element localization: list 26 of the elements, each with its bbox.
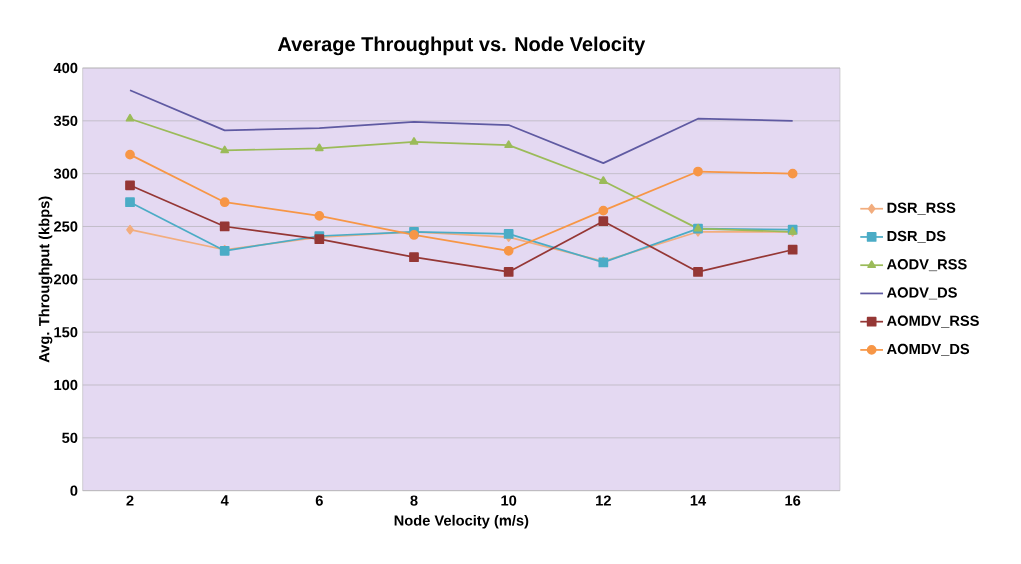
legend-label: DSR_RSS	[887, 202, 956, 215]
legend-label: DSR_DS	[887, 230, 946, 243]
y-tick-label: 100	[54, 379, 78, 391]
y-tick-label: 350	[53, 115, 78, 127]
x-tick-label: 6	[315, 495, 323, 506]
legend-label: AODV_DS	[886, 287, 957, 300]
y-tick-label: 200	[54, 274, 78, 285]
x-tick-label: 10	[501, 495, 517, 506]
x-tick-label: 2	[126, 495, 134, 506]
y-axis-title: Avg. Throughput (kbps)	[38, 196, 53, 363]
x-tick-label: 12	[596, 495, 611, 506]
x-tick-label: 8	[410, 495, 418, 506]
chart-title: Average Throughput vs. Node Velocity	[277, 36, 646, 56]
y-tick-label: 50	[62, 432, 78, 444]
y-tick-label: 300	[53, 168, 78, 179]
legend-label: AOMDV_RSS	[886, 315, 979, 328]
y-tick-label: 250	[54, 221, 78, 232]
x-tick-label: 14	[690, 495, 707, 506]
legend-label: AOMDV_DS	[886, 343, 970, 356]
x-tick-label: 4	[220, 495, 229, 506]
y-tick-label: 0	[70, 485, 78, 496]
legend-label: AODV_RSS	[886, 259, 967, 272]
x-tick-label: 16	[785, 495, 801, 506]
y-tick-label: 400	[53, 62, 78, 74]
x-axis-title: Node Velocity (m/s)	[394, 514, 529, 529]
y-tick-label: 150	[54, 326, 78, 338]
